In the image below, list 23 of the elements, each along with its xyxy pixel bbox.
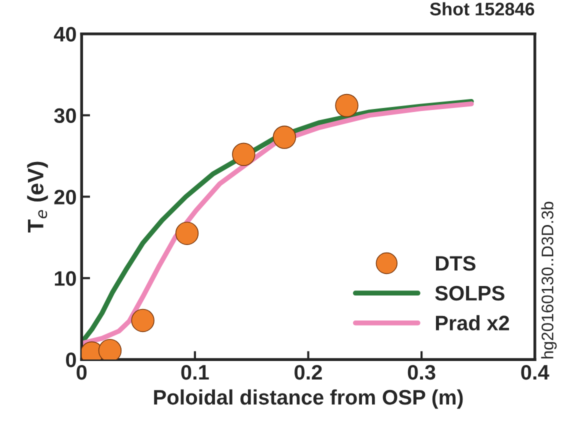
x-tick-label: 0.4 [521, 364, 550, 380]
y-axis-title: T$_{e}$ (eV) [27, 162, 48, 233]
y-tick-label: 30 [54, 108, 76, 124]
legend-label: SOLPS [435, 286, 504, 301]
legend-label: Prad x2 [436, 315, 510, 330]
x-tick-label: 0.3 [408, 364, 436, 380]
y-tick-label: 20 [54, 190, 76, 204]
y-tick-label: 0 [66, 352, 76, 368]
point [131, 308, 154, 332]
x-axis-title: Poloidal distance from OSP (m) [154, 389, 463, 409]
text: Shot 152846 [430, 2, 534, 16]
point [272, 126, 296, 149]
x-tick-label: 0 [76, 364, 87, 380]
text: hg20160130..D3D.3b [541, 202, 557, 358]
point [175, 222, 199, 245]
point [335, 94, 358, 118]
y-tick-label: 10 [54, 271, 76, 286]
y-tick-label: 40 [54, 26, 76, 42]
point [98, 338, 122, 360]
point [232, 142, 256, 166]
x-tick-label: 0.1 [181, 364, 209, 380]
legend-label: DTS [436, 256, 476, 271]
x-tick-label: 0.2 [294, 364, 322, 380]
